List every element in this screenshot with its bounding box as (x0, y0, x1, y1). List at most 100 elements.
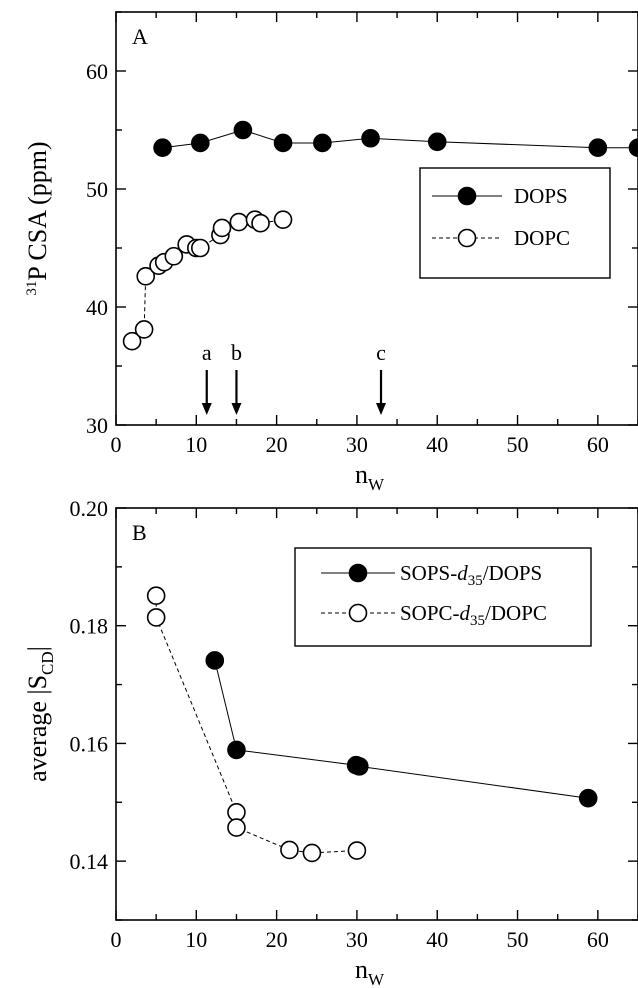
y-tick-label: 0.14 (70, 849, 109, 874)
data-point-s1-2 (136, 267, 156, 286)
panel-b: 0 10 20 30 40 50 600.140.160.180.20BnWaverage … (23, 496, 638, 988)
data-point-s0-4 (578, 788, 598, 808)
x-tick-label: 30 (346, 927, 368, 952)
data-point-s1-5 (302, 843, 322, 863)
x-tick-label: 10 (185, 927, 207, 952)
y-axis-title-sup: 31 (24, 281, 40, 296)
data-point-s0-6 (427, 132, 447, 152)
data-point-s1-0 (146, 586, 166, 605)
y-axis-title: 31P CSA (ppm) (23, 141, 52, 295)
data-point-s0-2 (233, 120, 253, 140)
legend: DOPS DOPC (419, 167, 611, 279)
data-point-s1-5 (164, 246, 184, 266)
legend-box (419, 167, 611, 279)
series-line-1 (131, 219, 284, 342)
data-point-s0-5 (361, 128, 380, 148)
y-axis-title-main: P CSA (ppm) (23, 141, 52, 280)
arrow-c-head (376, 403, 387, 415)
legend-label-1: DOPC (514, 226, 570, 250)
x-axis-title-sub: W (368, 475, 385, 494)
data-point-s0-3 (273, 133, 293, 153)
x-axis-title-sub: W (368, 970, 385, 988)
x-axis-title-main: n (355, 460, 368, 489)
y-tick-label: 50 (86, 177, 108, 202)
legend-label-part: d (457, 561, 468, 585)
legend-marker-0 (457, 186, 477, 206)
plot-area (122, 120, 638, 351)
legend-label-part: SOPC- (400, 601, 460, 625)
data-point-s1-14 (273, 210, 293, 229)
data-point-s1-8 (191, 238, 210, 258)
legend-label-1: SOPC-d35/DOPC (400, 601, 547, 629)
data-point-s1-1 (146, 608, 166, 627)
legend-label-part: 35 (468, 573, 483, 589)
x-axis-title-main: n (355, 955, 368, 984)
legend-label-0: SOPS-d35/DOPS (400, 561, 542, 589)
x-tick-label: 30 (346, 432, 368, 457)
legend-label-part: SOPS- (400, 561, 457, 585)
x-tick-label: 40 (426, 432, 448, 457)
data-point-s1-3 (227, 818, 246, 837)
legend-box (294, 547, 592, 647)
x-axis-title: nW (355, 460, 385, 494)
data-point-s1-0 (122, 331, 142, 351)
data-point-s0-0 (205, 651, 225, 670)
arrow-a-head (201, 403, 212, 415)
data-point-s1-2 (227, 802, 246, 822)
legend-marker-1 (348, 603, 368, 623)
panel-letter: A (132, 24, 148, 49)
y-tick-label: 0.16 (70, 731, 109, 756)
plot-frame (115, 507, 638, 921)
y-tick-label: 30 (86, 413, 108, 438)
legend-marker-1 (457, 228, 477, 248)
x-axis-title: nW (355, 955, 385, 988)
arrow-b-head (231, 403, 242, 415)
x-tick-label: 60 (587, 432, 609, 457)
legend-label-0: DOPS (514, 184, 568, 208)
data-point-s1-11 (229, 212, 249, 232)
data-point-s0-7 (588, 138, 608, 157)
arrow-b-label: b (231, 340, 242, 365)
data-point-s1-10 (212, 218, 232, 238)
x-tick-label: 20 (266, 432, 288, 457)
panel-letter: B (132, 520, 147, 545)
x-tick-label: 40 (426, 927, 448, 952)
plot-area (146, 586, 598, 863)
y-axis-title-post: | (23, 646, 52, 651)
legend-label-part: 35 (470, 613, 485, 629)
legend-label-part: /DOPS (483, 561, 543, 585)
x-tick-label: 0 (111, 432, 122, 457)
panel-a: 0 10 20 30 40 50 60 30 40 50 60 AnW 31P CSA (ppm) a b c… (23, 11, 638, 494)
y-axis-title-main: average |S (23, 675, 52, 782)
plot-frame (115, 11, 638, 426)
data-point-s0-3 (350, 757, 369, 776)
x-tick-label: 0 (111, 927, 122, 952)
data-point-s0-8 (628, 138, 638, 157)
y-tick-label: 0.18 (70, 614, 109, 639)
data-point-s1-13 (251, 213, 270, 233)
y-tick-label: 0.20 (70, 496, 109, 521)
data-point-s0-4 (313, 133, 332, 153)
arrow-a-label: a (202, 340, 212, 365)
legend-label-part: d (460, 601, 471, 625)
legend-label-part: /DOPC (485, 601, 547, 625)
y-axis-title-sub: CD (38, 651, 57, 675)
x-tick-label: 50 (507, 927, 529, 952)
y-tick-label: 60 (86, 59, 108, 84)
series-line-0 (162, 129, 638, 149)
x-tick-label: 10 (185, 432, 207, 457)
data-point-s0-1 (191, 133, 210, 153)
series-line-0 (214, 660, 589, 799)
x-tick-label: 60 (587, 927, 609, 952)
data-point-s0-0 (153, 138, 172, 157)
data-point-s1-4 (280, 840, 299, 860)
data-point-s1-6 (347, 841, 367, 860)
arrow-c-label: c (376, 340, 386, 365)
y-tick-label: 40 (86, 295, 108, 320)
legend-marker-0 (348, 563, 368, 583)
y-axis-title: average |SCD| (23, 646, 57, 782)
data-point-s1-1 (134, 320, 154, 339)
x-tick-label: 20 (266, 927, 288, 952)
